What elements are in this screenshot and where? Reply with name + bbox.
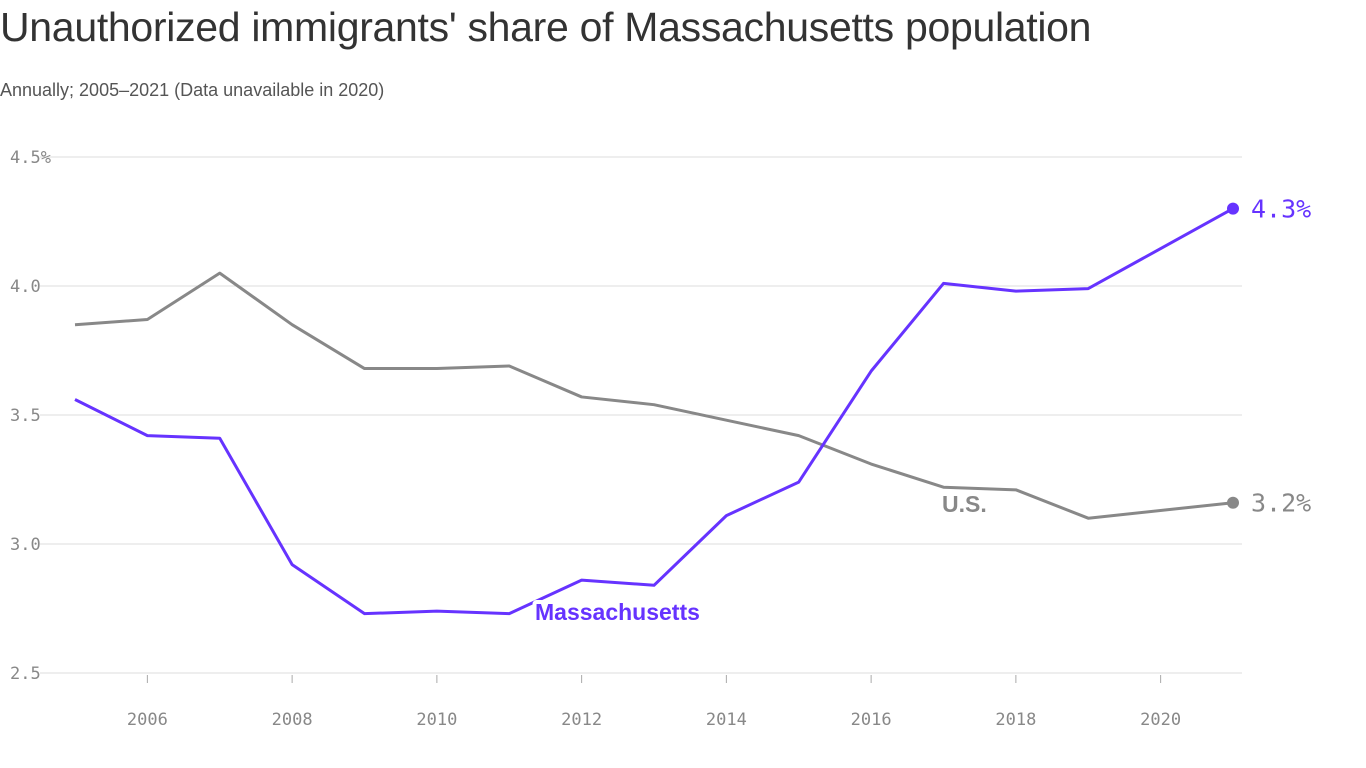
series-line-massachusetts <box>74 207 1234 616</box>
x-tick-label: 2014 <box>706 710 747 730</box>
y-tick-label: 2.5 <box>10 664 41 684</box>
x-tick-label: 2010 <box>416 710 457 730</box>
y-tick-label: 4.5% <box>10 148 51 168</box>
x-tick-label: 2012 <box>561 710 602 730</box>
y-tick-label: 3.5 <box>10 406 41 426</box>
x-tick-label: 2018 <box>995 710 1036 730</box>
end-point-marker <box>1227 202 1239 215</box>
series-label-us: U.S. <box>942 491 987 517</box>
y-tick-label: 4.0 <box>10 277 41 297</box>
x-tick-label: 2020 <box>1140 710 1181 730</box>
series-line-us <box>74 271 1234 520</box>
series-label-massachusetts: Massachusetts <box>535 599 700 625</box>
chart-subtitle: Annually; 2005–2021 (Data unavailable in… <box>0 80 385 100</box>
y-tick-label: 3.0 <box>10 535 41 555</box>
end-value-label: 3.2% <box>1251 489 1311 518</box>
x-tick-label: 2016 <box>851 710 892 730</box>
x-tick-label: 2008 <box>272 710 313 730</box>
end-point-marker <box>1227 496 1239 509</box>
chart-title: Unauthorized immigrants' share of Massac… <box>0 4 1092 50</box>
x-tick-label: 2006 <box>127 710 168 730</box>
end-value-label: 4.3% <box>1251 195 1311 224</box>
